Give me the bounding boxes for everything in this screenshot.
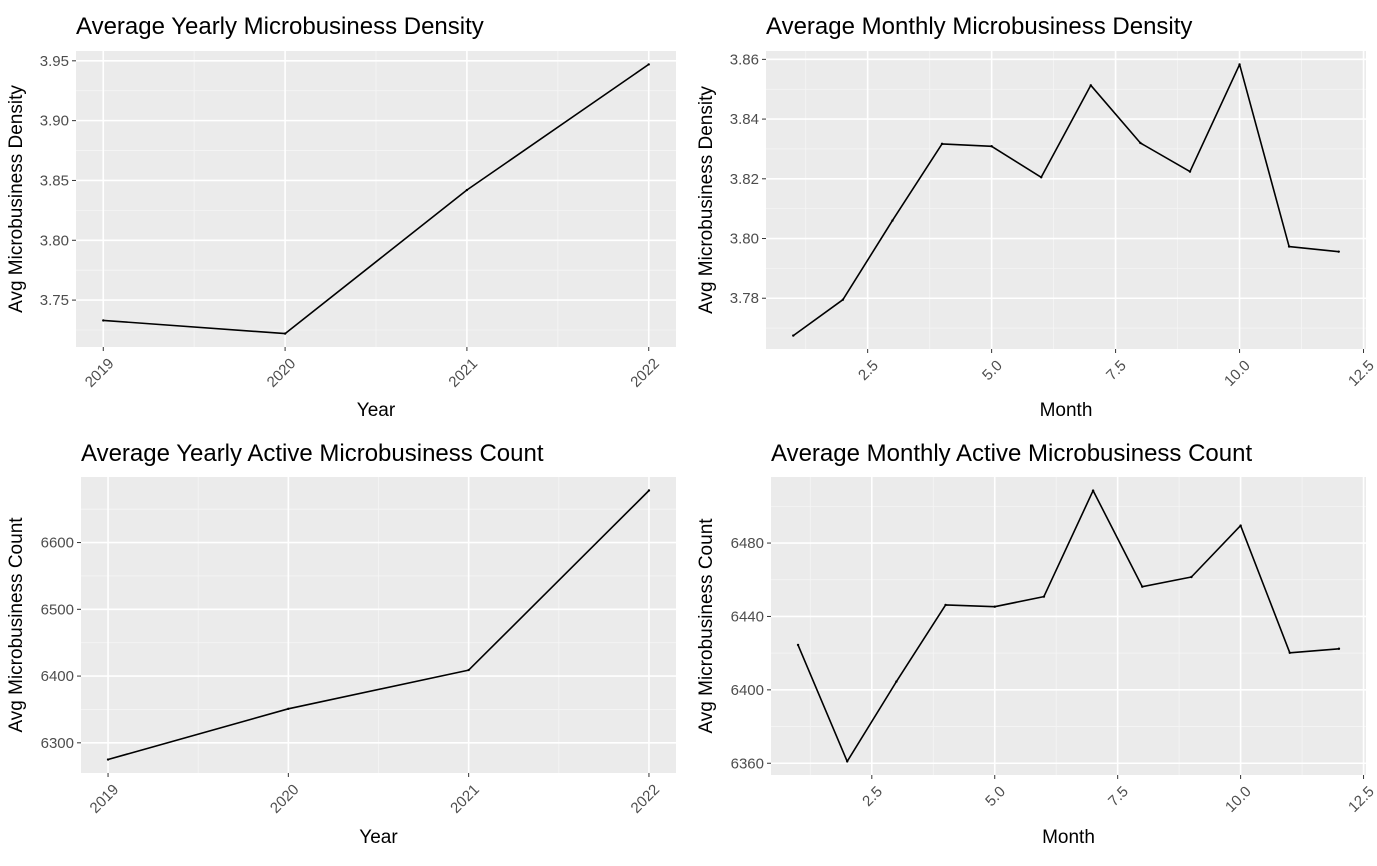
plot-background bbox=[771, 477, 1366, 775]
y-tick-label: 3.80 bbox=[730, 231, 759, 248]
x-tick-label: 2020 bbox=[267, 781, 303, 817]
chart-title: Average Yearly Active Microbusiness Coun… bbox=[81, 440, 544, 467]
x-axis-title: Year bbox=[357, 400, 396, 421]
series-line bbox=[792, 63, 1339, 337]
data-point bbox=[1042, 595, 1046, 598]
data-point bbox=[106, 758, 110, 761]
y-tick-label: 6600 bbox=[41, 535, 74, 552]
x-tick-label: 2.5 bbox=[859, 783, 886, 810]
x-tick-label: 10.0 bbox=[1221, 357, 1254, 390]
series-line bbox=[797, 489, 1340, 763]
y-axis-title: Avg Microbusiness Density bbox=[6, 85, 27, 313]
x-tick-label: 10.0 bbox=[1222, 783, 1255, 816]
data-point bbox=[1091, 489, 1095, 492]
x-tick-label: 2021 bbox=[447, 781, 483, 817]
y-tick-label: 3.78 bbox=[730, 290, 759, 307]
data-point bbox=[647, 63, 650, 66]
y-tick-label: 3.84 bbox=[730, 111, 759, 128]
chart-panel-2: 3.78 3.80 3.82 3.84 3.86 2.5 5.0 7.5 10.0 12.5 Ave… bbox=[696, 13, 1377, 421]
x-tick-label: 2019 bbox=[82, 355, 118, 391]
data-point bbox=[1141, 585, 1144, 588]
x-axis-title: Year bbox=[359, 827, 398, 848]
chart-title: Average Monthly Microbusiness Density bbox=[766, 13, 1192, 40]
x-tick-label: 2022 bbox=[628, 781, 664, 817]
x-tick-label: 7.5 bbox=[1103, 357, 1130, 384]
y-tick-label: 3.82 bbox=[730, 171, 759, 188]
data-point bbox=[796, 643, 800, 647]
gridlines bbox=[766, 51, 1366, 349]
gridlines bbox=[81, 477, 676, 773]
series-line bbox=[107, 489, 650, 761]
data-point bbox=[102, 319, 105, 322]
data-point bbox=[895, 680, 898, 683]
y-axis-title: Avg Microbusiness Count bbox=[6, 517, 27, 733]
chart-panel-1: 3.75 3.80 3.85 3.90 3.95 2019 2020 2021 2022 Aver… bbox=[6, 13, 676, 421]
data-point bbox=[467, 668, 470, 672]
y-tick-label: 3.90 bbox=[40, 113, 69, 130]
x-tick-label: 12.5 bbox=[1345, 783, 1377, 816]
x-tick-label: 2.5 bbox=[855, 357, 882, 384]
data-point bbox=[647, 489, 651, 492]
data-point bbox=[940, 142, 944, 146]
x-tick-label: 2020 bbox=[264, 355, 300, 391]
data-point bbox=[1337, 250, 1340, 253]
x-axis-title: Month bbox=[1042, 827, 1095, 848]
y-tick-label: 6500 bbox=[41, 601, 74, 618]
y-tick-label: 6300 bbox=[41, 735, 74, 752]
data-point bbox=[846, 760, 849, 763]
chart-panel-4: 6360 6400 6440 6480 2.5 5.0 7.5 10.0 12.5 Average… bbox=[696, 440, 1377, 848]
y-tick-label: 3.75 bbox=[40, 292, 69, 309]
data-point bbox=[1188, 170, 1192, 173]
y-tick-label: 3.95 bbox=[40, 53, 69, 70]
data-point bbox=[1287, 245, 1291, 248]
chart-title: Average Yearly Microbusiness Density bbox=[76, 13, 484, 40]
data-point bbox=[792, 334, 795, 337]
data-point bbox=[287, 707, 290, 710]
data-point bbox=[1040, 176, 1043, 179]
data-point bbox=[1190, 575, 1193, 579]
data-point bbox=[1238, 63, 1241, 66]
gridlines bbox=[76, 51, 676, 347]
y-tick-label: 3.85 bbox=[40, 172, 69, 189]
chart-panel-3: 6300 6400 6500 6600 2019 2020 2021 2022 Average … bbox=[6, 440, 676, 848]
y-tick-label: 3.86 bbox=[730, 51, 759, 68]
x-axis-title: Month bbox=[1040, 400, 1093, 421]
data-point bbox=[990, 145, 993, 148]
y-axis-title: Avg Microbusiness Count bbox=[696, 518, 717, 734]
data-point bbox=[1089, 84, 1092, 87]
y-tick-label: 6360 bbox=[731, 755, 764, 772]
y-tick-label: 6480 bbox=[731, 535, 764, 552]
x-tick-label: 2021 bbox=[445, 355, 481, 391]
data-point bbox=[993, 605, 996, 608]
data-point bbox=[1337, 647, 1341, 650]
data-point bbox=[944, 603, 947, 607]
data-point bbox=[1239, 524, 1242, 527]
y-axis-title: Avg Microbusiness Density bbox=[696, 86, 717, 314]
y-tick-label: 3.80 bbox=[40, 232, 69, 249]
data-point bbox=[465, 188, 469, 192]
data-point bbox=[1288, 651, 1291, 654]
x-tick-label: 2019 bbox=[87, 781, 123, 817]
x-tick-label: 12.5 bbox=[1345, 357, 1377, 390]
y-tick-label: 6400 bbox=[731, 682, 764, 699]
x-tick-label: 5.0 bbox=[982, 783, 1009, 810]
y-tick-label: 6400 bbox=[41, 668, 74, 685]
x-tick-label: 7.5 bbox=[1105, 783, 1132, 810]
y-tick-label: 6440 bbox=[731, 608, 764, 625]
plot-background bbox=[766, 51, 1366, 349]
x-tick-label: 2022 bbox=[627, 355, 663, 391]
x-tick-label: 5.0 bbox=[979, 357, 1006, 384]
data-point bbox=[841, 298, 845, 301]
series-line bbox=[103, 63, 650, 335]
data-point bbox=[1139, 141, 1142, 145]
data-point bbox=[891, 219, 894, 222]
chart-title: Average Monthly Active Microbusiness Cou… bbox=[771, 440, 1252, 467]
data-point bbox=[283, 332, 287, 335]
